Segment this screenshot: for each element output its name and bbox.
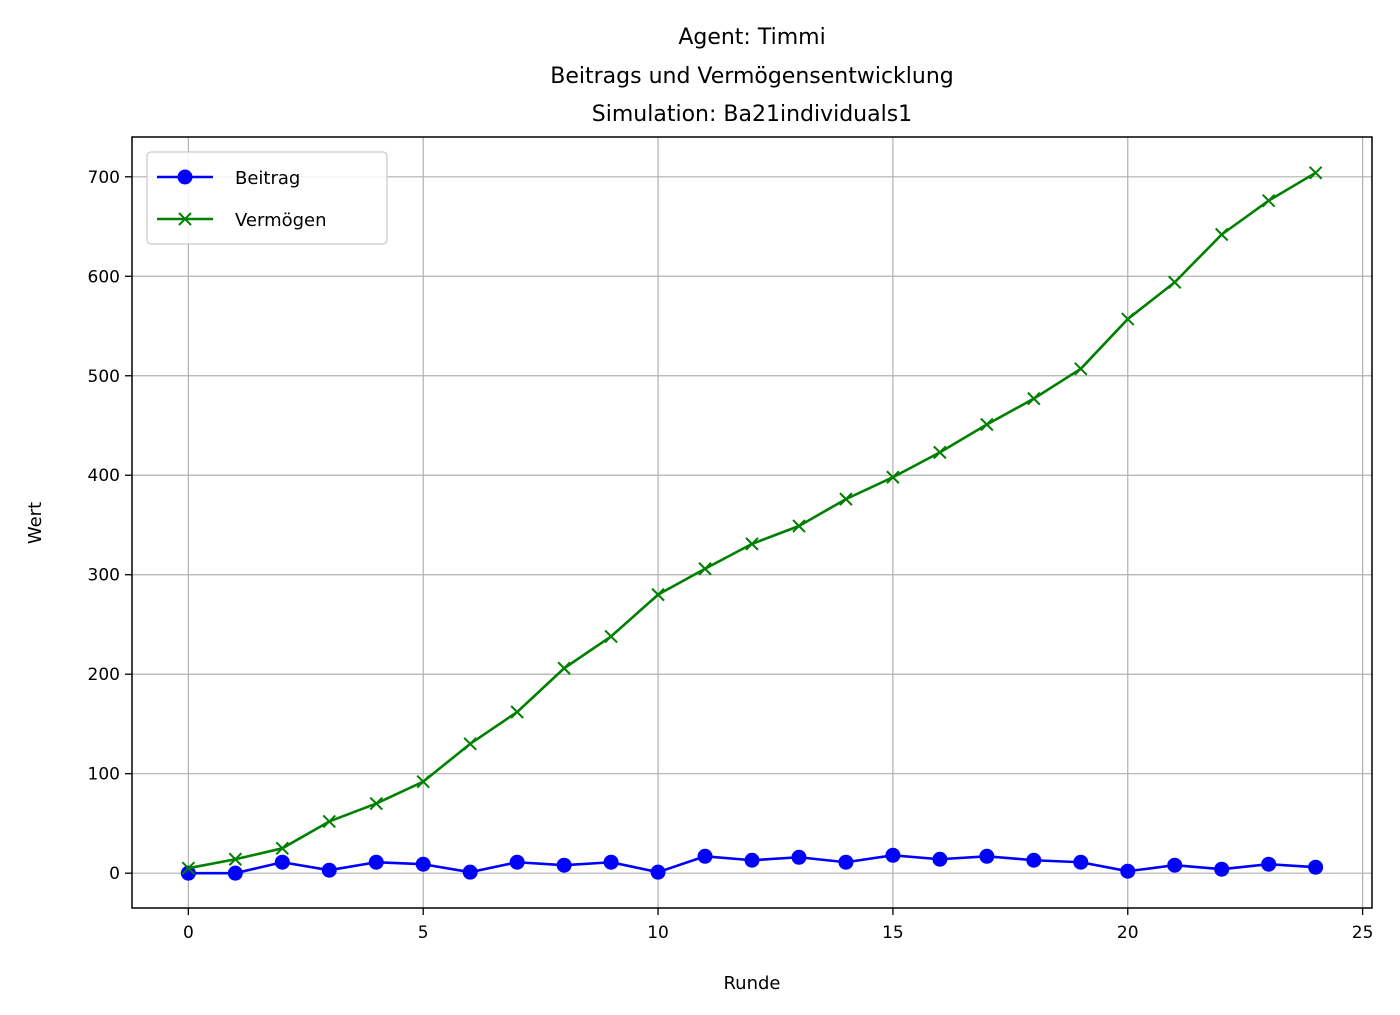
title-line-1: Agent: Timmi <box>678 25 825 50</box>
data-point <box>1167 857 1183 873</box>
data-point <box>180 865 196 881</box>
data-point <box>368 854 384 870</box>
data-point <box>885 847 901 863</box>
data-point <box>980 417 994 432</box>
legend-marker <box>178 212 192 226</box>
data-point <box>698 562 712 576</box>
data-point <box>839 492 853 506</box>
data-point <box>510 705 524 719</box>
data-point <box>838 854 854 870</box>
data-point <box>697 848 713 864</box>
y-axis: 0 100 200 300 400 500 600 700 <box>88 168 132 884</box>
data-point <box>1214 861 1230 877</box>
data-point <box>1168 275 1182 289</box>
data-point <box>462 864 478 880</box>
legend-label: Beitrag <box>235 168 300 189</box>
data-point <box>745 537 759 551</box>
data-point <box>1026 852 1042 868</box>
data-point <box>791 849 807 865</box>
x-tick-label: 0 <box>183 923 194 943</box>
data-point <box>1027 391 1041 406</box>
data-point <box>1073 854 1089 870</box>
data-point <box>933 445 947 460</box>
data-point <box>1308 859 1324 875</box>
legend-item-vermoegen: Vermögen <box>157 210 327 231</box>
data-point <box>463 737 477 751</box>
data-point <box>1308 166 1323 180</box>
x-tick-label: 20 <box>1117 923 1139 943</box>
data-point <box>227 865 243 881</box>
data-point <box>369 796 383 811</box>
y-tick-label: 200 <box>88 665 120 685</box>
x-tick-label: 25 <box>1352 923 1374 943</box>
series-vermoegen <box>181 166 1323 875</box>
data-point <box>1261 193 1276 208</box>
x-tick-label: 10 <box>647 923 669 943</box>
y-tick-label: 600 <box>88 267 120 287</box>
legend-box <box>146 151 388 245</box>
y-tick-label: 100 <box>88 765 120 785</box>
data-point <box>556 857 572 873</box>
y-tick-label: 500 <box>88 367 120 387</box>
data-point <box>1261 856 1277 872</box>
chart-title: Agent: Timmi Beitrags und Vermögensentwi… <box>550 25 954 127</box>
title-line-2: Beitrags und Vermögensentwicklung <box>550 64 954 89</box>
y-tick-label: 400 <box>88 466 120 486</box>
legend-label: Vermögen <box>235 210 327 231</box>
legend-item-beitrag: Beitrag <box>157 168 300 189</box>
data-point <box>274 854 290 870</box>
legend: Beitrag Vermögen <box>146 151 388 245</box>
data-point <box>557 661 571 675</box>
y-axis-label: Wert <box>25 502 46 544</box>
data-point <box>322 814 336 829</box>
data-point <box>651 587 665 602</box>
series-beitrag <box>180 847 1324 881</box>
data-point <box>603 854 619 870</box>
data-point <box>650 864 666 880</box>
plot-frame <box>131 136 1373 909</box>
data-point <box>1074 362 1088 376</box>
x-axis-label: Runde <box>723 973 780 994</box>
data-point <box>275 841 290 856</box>
data-point <box>415 856 431 872</box>
data-point <box>932 851 948 867</box>
series-line <box>188 171 1317 870</box>
title-line-3: Simulation: Ba21individuals1 <box>592 102 912 127</box>
data-point <box>604 629 618 644</box>
y-tick-label: 0 <box>109 864 120 884</box>
data-point <box>744 852 760 868</box>
data-point <box>181 861 196 875</box>
data-point <box>792 519 806 533</box>
data-point <box>228 852 243 866</box>
y-tick-label: 700 <box>88 168 120 188</box>
x-tick-label: 5 <box>418 923 429 943</box>
data-point <box>321 862 337 878</box>
grid-lines <box>132 137 1372 908</box>
data-point <box>979 848 995 864</box>
data-point <box>886 470 900 484</box>
data-point <box>416 774 430 789</box>
legend-marker <box>177 169 193 185</box>
data-point <box>1214 227 1229 242</box>
data-point <box>509 854 525 870</box>
series-layer <box>180 166 1324 881</box>
data-point <box>1121 312 1135 326</box>
data-point <box>1120 863 1136 879</box>
x-axis: 0 5 10 15 20 25 <box>183 908 1373 943</box>
x-tick-label: 15 <box>882 923 904 943</box>
y-tick-label: 300 <box>88 566 120 586</box>
